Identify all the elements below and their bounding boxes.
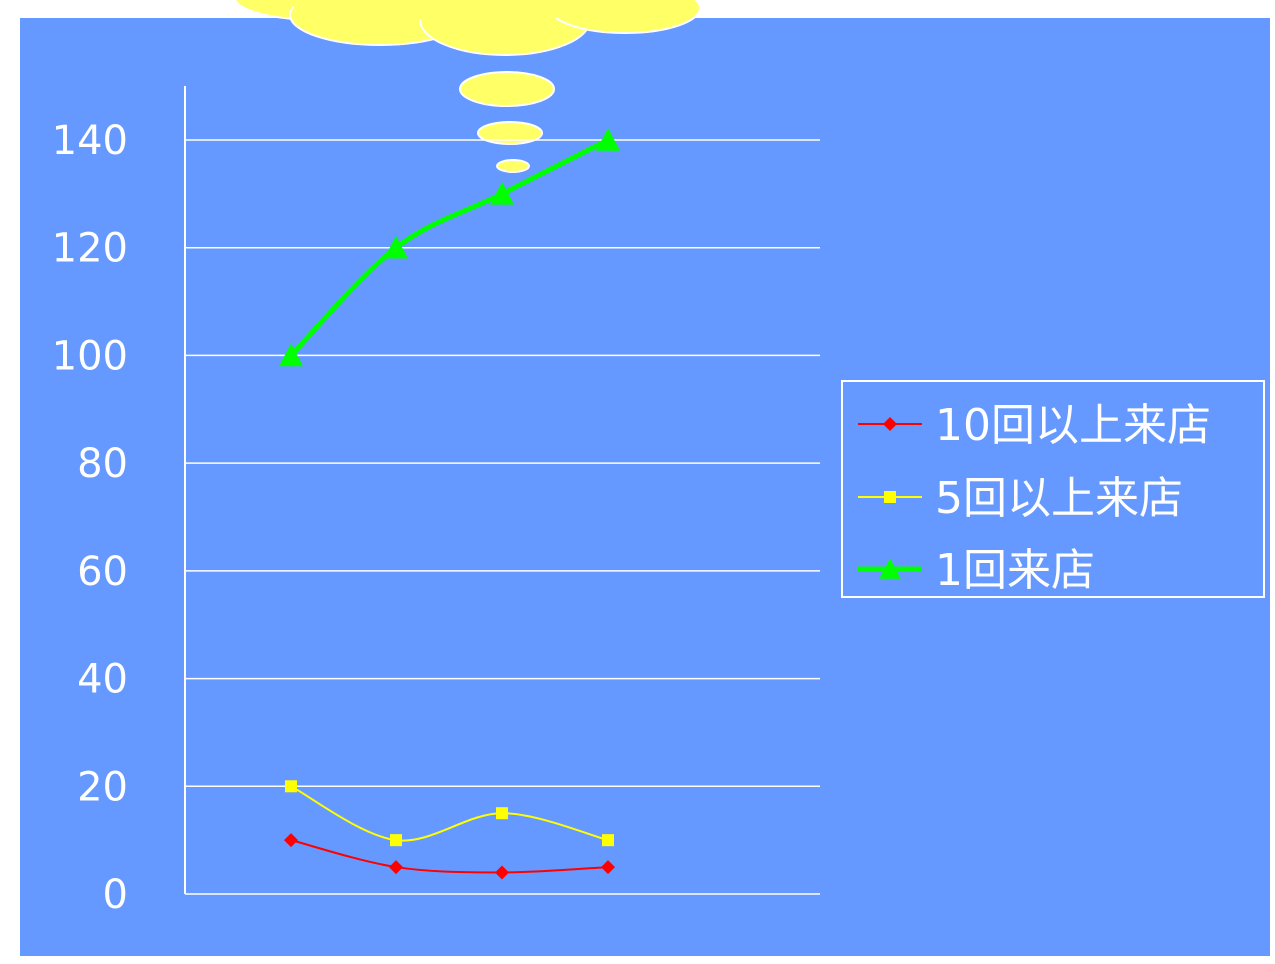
data-point-2-1 xyxy=(285,780,297,793)
legend-marker-3 xyxy=(879,558,901,579)
y-tick-label-20: 20 xyxy=(77,764,128,810)
data-point-1-1 xyxy=(284,833,298,848)
gridlines xyxy=(185,139,820,895)
y-tick-label-0: 0 xyxy=(103,872,128,918)
series-3 xyxy=(279,128,620,367)
legend-item-2: 5回以上来店 xyxy=(858,473,1183,524)
thought-cloud-icon xyxy=(234,0,701,173)
series-2 xyxy=(285,780,614,847)
y-tick-label-40: 40 xyxy=(77,657,128,703)
legend-marker-2 xyxy=(884,491,896,503)
series-layer xyxy=(279,128,620,880)
y-tick-label-120: 120 xyxy=(52,226,128,272)
y-tick-label-60: 60 xyxy=(77,549,128,595)
data-point-2-4 xyxy=(602,834,614,847)
y-tick-label-100: 100 xyxy=(52,333,128,379)
legend-label-1: 10回以上来店 xyxy=(935,400,1211,451)
data-point-3-2 xyxy=(384,235,408,259)
y-tick-label-140: 140 xyxy=(52,118,128,164)
legend-item-3: 1回来店 xyxy=(858,545,1095,596)
data-point-3-1 xyxy=(279,343,303,367)
legend-item-1: 10回以上来店 xyxy=(858,400,1211,451)
data-point-2-2 xyxy=(390,834,402,847)
legend-label-3: 1回来店 xyxy=(935,545,1095,596)
data-point-1-2 xyxy=(389,860,403,875)
data-point-1-4 xyxy=(601,860,615,875)
legend: 10回以上来店 5回以上来店 1回来店 xyxy=(841,380,1265,598)
legend-label-2: 5回以上来店 xyxy=(935,473,1183,524)
data-point-3-4 xyxy=(596,128,620,151)
series-line-3 xyxy=(289,137,610,358)
legend-marker-1 xyxy=(883,417,897,431)
data-point-3-3 xyxy=(490,181,514,205)
series-1 xyxy=(284,833,615,880)
y-tick-label-80: 80 xyxy=(77,441,128,487)
y-axis-tick-labels: 0 20 40 60 80 100 120 140 xyxy=(52,118,128,918)
series-line-2 xyxy=(290,785,609,842)
data-point-1-3 xyxy=(495,865,509,880)
legend-box xyxy=(841,380,1265,598)
data-point-2-3 xyxy=(496,807,508,820)
series-line-1 xyxy=(290,839,609,874)
